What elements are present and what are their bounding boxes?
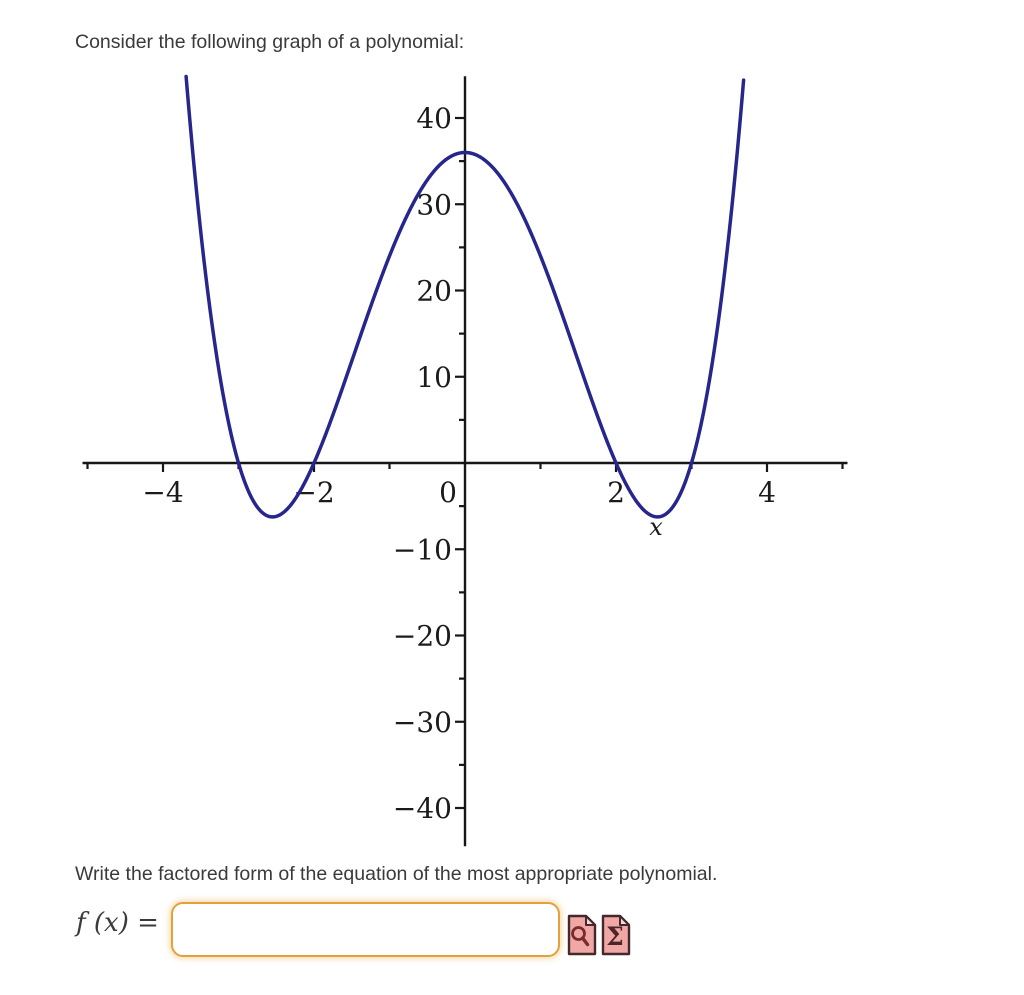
svg-text:0: 0 (439, 476, 457, 509)
answer-input[interactable] (171, 902, 560, 957)
svg-text:−30: −30 (393, 706, 452, 739)
svg-text:−20: −20 (393, 620, 452, 653)
problem-statement: Consider the following graph of a polyno… (75, 31, 465, 53)
svg-text:−40: −40 (393, 792, 452, 825)
equation-editor-button[interactable]: Σ (600, 914, 632, 956)
svg-text:4: 4 (758, 476, 776, 509)
svg-text:2: 2 (607, 476, 625, 509)
preview-document-icon (567, 914, 597, 956)
svg-text:10: 10 (416, 361, 452, 394)
svg-text:Σ: Σ (606, 922, 624, 951)
question-prompt: Write the factored form of the equation … (75, 863, 718, 885)
svg-text:30: 30 (416, 188, 452, 221)
svg-text:40: 40 (416, 102, 452, 135)
svg-text:−4: −4 (142, 476, 183, 509)
sigma-document-icon: Σ (601, 914, 631, 956)
preview-answer-button[interactable] (566, 914, 598, 956)
svg-text:x: x (649, 513, 663, 541)
svg-text:20: 20 (416, 275, 452, 308)
fx-label: f (x) = (76, 908, 159, 938)
svg-text:−10: −10 (393, 533, 452, 566)
